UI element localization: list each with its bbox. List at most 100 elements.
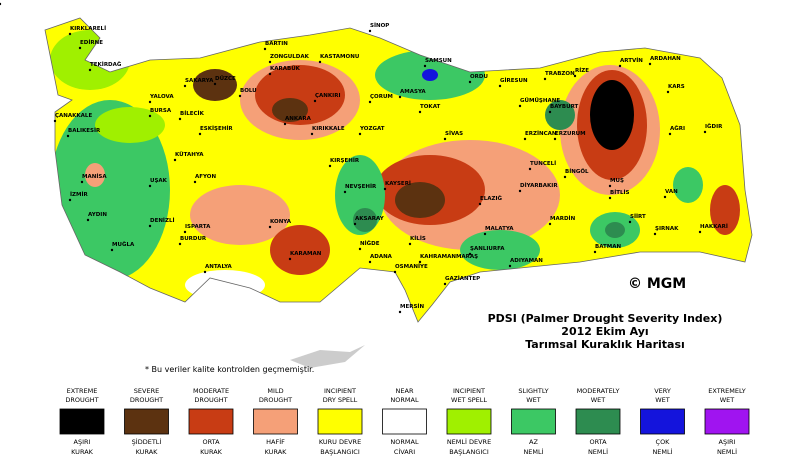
legend-tr: KURAK [136, 448, 159, 456]
city-dot [148, 184, 152, 188]
legend-swatch [640, 408, 685, 435]
city-dot [183, 84, 187, 88]
city-dot [148, 100, 152, 104]
city-name: ANKARA [285, 116, 312, 122]
city-dot [263, 47, 267, 51]
legend-swatch [575, 408, 621, 435]
city-dot [313, 99, 317, 103]
city-dot [110, 248, 114, 252]
note: * Bu veriler kalite kontrolden geçmemişt… [145, 365, 314, 374]
city-name: YOZGAT [359, 126, 385, 132]
city-dot [183, 230, 187, 234]
border [44, 17, 753, 323]
legend-tr: ŞİDDETLİ [132, 437, 162, 446]
city-name: AMASYA [400, 89, 426, 95]
city-name: ISPARTA [185, 224, 211, 230]
legend-tr: ÇOK [656, 438, 671, 446]
city-name: GÜMÜŞHANE [520, 97, 560, 104]
city-name: SAKARYA [185, 78, 214, 84]
city-name: UŞAK [150, 178, 168, 184]
legend-tr: KURAK [265, 448, 288, 456]
city-dot [593, 250, 597, 254]
city-dot [368, 29, 372, 33]
city-dot [543, 77, 547, 81]
city-dot [398, 95, 402, 99]
city-name: ŞIRNAK [655, 226, 679, 232]
city-dot [703, 130, 707, 134]
city-dot [283, 122, 287, 126]
city-name: KÜTAHYA [175, 151, 204, 158]
city-name: TEKİRDAĞ [90, 61, 122, 68]
city-name: KARS [668, 84, 685, 90]
city-name: ÇANKIRI [315, 93, 341, 99]
city-name: MANİSA [82, 173, 107, 180]
legend-en: SEVERE [134, 387, 159, 395]
legend-en: DROUGHT [130, 396, 163, 404]
city-name: IĞDIR [705, 123, 723, 130]
city-dot [268, 225, 272, 229]
city-name: AĞRI [670, 125, 685, 132]
city-name: KONYA [270, 219, 292, 225]
city-dot [518, 189, 522, 193]
city-dot [148, 224, 152, 228]
city-dot [443, 282, 447, 286]
city-dot [418, 110, 422, 114]
city-dot [498, 84, 502, 88]
city-name: ARDAHAN [650, 56, 681, 62]
city-dot [608, 184, 612, 188]
city-name: TUNCELİ [530, 160, 556, 167]
city-name: AFYON [195, 174, 216, 180]
legend-en: VERY [654, 387, 671, 395]
city-dot [213, 82, 217, 86]
city-dot [628, 220, 632, 224]
city-name: KIRŞEHİR [330, 157, 360, 164]
city-name: NİĞDE [360, 240, 380, 247]
city-dot [418, 260, 422, 264]
city-name: BATMAN [595, 244, 622, 250]
city-name: NEVŞEHİR [345, 183, 377, 190]
city-name: MUĞLA [112, 241, 135, 248]
city-dot [618, 64, 622, 68]
legend-tr: ORTA [202, 438, 220, 446]
city-dot [518, 104, 522, 108]
city-dot [193, 180, 197, 184]
legend-tr: NEMLİ [523, 447, 543, 456]
city-name: ANTALYA [205, 264, 233, 270]
city-name: DÜZCE [215, 75, 236, 82]
city-dot [468, 252, 472, 256]
city-name: ADIYAMAN [510, 258, 543, 264]
city-name: ÇANAKKALE [55, 113, 92, 119]
city-name: İZMİR [70, 191, 89, 198]
city-dot [528, 167, 532, 171]
city-dot [358, 247, 362, 251]
title-line: Tarımsal Kuraklık Haritası [525, 338, 685, 351]
city-dot [353, 222, 357, 226]
legend-tr: AŞIRI [74, 438, 91, 446]
legend-en: MILD [267, 387, 283, 395]
city-dot [178, 242, 182, 246]
city-dot [288, 257, 292, 261]
legend-en: DROUGHT [259, 396, 292, 404]
city-dot [173, 158, 177, 162]
legend-en: EXTREMELY [708, 387, 746, 395]
legend-tr: AZ [529, 438, 538, 446]
city-name: ORDU [470, 74, 488, 80]
city-name: ŞANLIURFA [470, 246, 505, 252]
legend-en: NEAR [396, 387, 414, 395]
city-dot [548, 222, 552, 226]
city-name: BAYBURT [550, 104, 579, 110]
legend-en: DROUGHT [194, 396, 227, 404]
city-name: ADANA [370, 254, 393, 260]
legend-en: WET [655, 396, 670, 404]
city-name: BALIKESİR [68, 127, 101, 134]
city-dot [368, 260, 372, 264]
legend-swatch [446, 408, 492, 435]
city-dot [483, 232, 487, 236]
city-dot [423, 64, 427, 68]
city-dot [468, 80, 472, 84]
legend-tr: KURAK [71, 448, 94, 456]
city-dot [80, 180, 84, 184]
city-name: KARABÜK [270, 65, 301, 72]
legend-tr: BAŞLANGICI [449, 448, 489, 456]
